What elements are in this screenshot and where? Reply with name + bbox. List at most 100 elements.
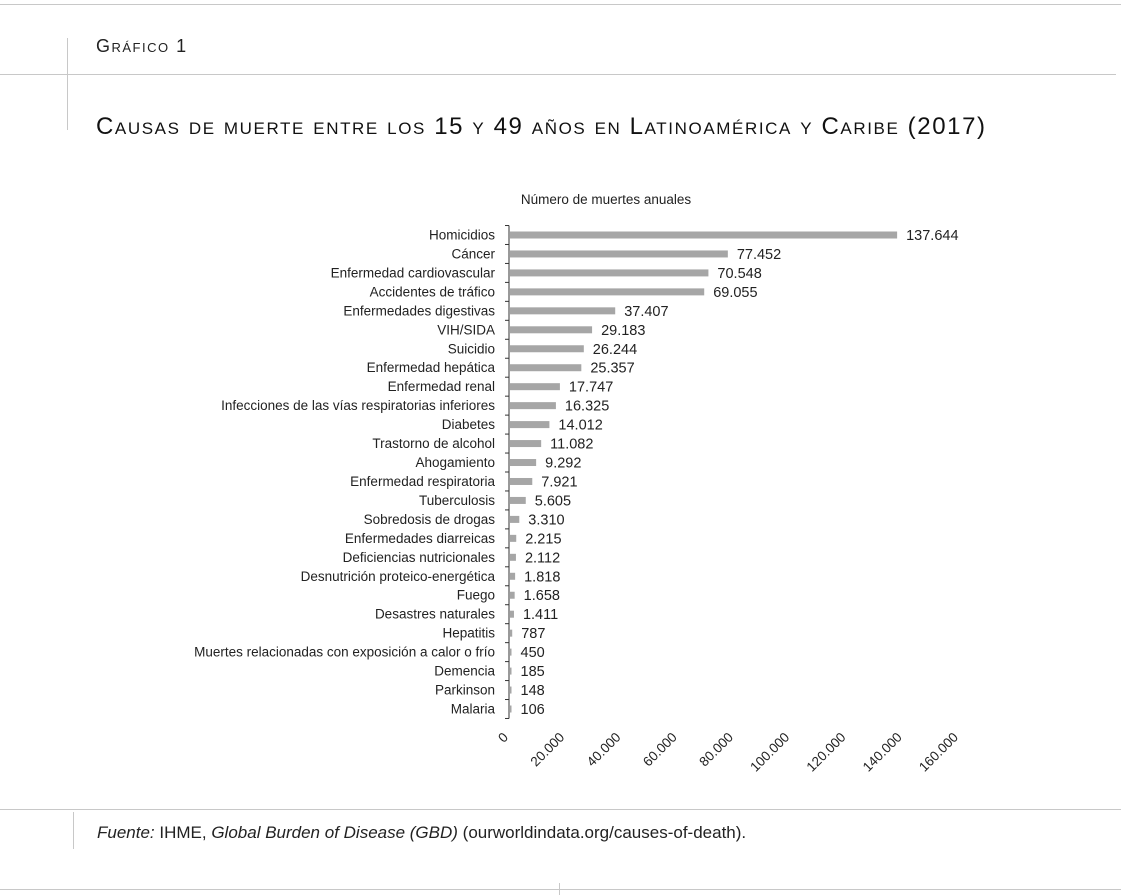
bar xyxy=(510,231,898,239)
value-label: 106 xyxy=(521,702,545,718)
bar xyxy=(510,326,593,334)
value-label: 7.921 xyxy=(541,474,577,490)
category-label: Enfermedad renal xyxy=(388,379,495,394)
bar xyxy=(510,705,512,713)
x-tick-label: 120.000 xyxy=(803,730,848,775)
value-label: 1.658 xyxy=(524,588,560,604)
category-label: Desnutrición proteico-energética xyxy=(301,569,496,584)
bar xyxy=(510,307,616,315)
value-label: 148 xyxy=(521,683,545,699)
bar xyxy=(510,515,520,523)
category-label: Enfermedad cardiovascular xyxy=(331,265,496,280)
category-label: Cáncer xyxy=(451,246,495,261)
value-label: 11.082 xyxy=(550,437,593,453)
value-label: 185 xyxy=(521,664,545,680)
bar xyxy=(510,534,517,542)
bar xyxy=(510,402,556,410)
value-label: 787 xyxy=(521,626,545,642)
bar xyxy=(510,629,513,637)
bar xyxy=(510,345,584,353)
category-label: Trastorno de alcohol xyxy=(372,436,495,451)
value-label: 1.818 xyxy=(524,569,560,585)
value-label: 3.310 xyxy=(528,512,564,528)
value-label: 77.452 xyxy=(737,247,781,263)
bar xyxy=(510,364,582,372)
source-org: IHME, xyxy=(154,823,212,842)
category-label: Sobredosis de drogas xyxy=(364,512,496,527)
x-tick-label: 140.000 xyxy=(860,730,905,775)
category-label: Enfermedad respiratoria xyxy=(350,474,495,489)
category-label: Muertes relacionadas con exposición a ca… xyxy=(194,645,495,660)
category-label: Homicidios xyxy=(429,228,495,243)
value-label: 69.055 xyxy=(713,285,757,301)
bottom-rule xyxy=(0,889,1121,890)
source-prefix: Fuente: xyxy=(97,823,155,842)
value-label: 17.747 xyxy=(569,380,613,396)
source-note: Fuente: IHME, Global Burden of Disease (… xyxy=(97,823,746,843)
bar xyxy=(510,383,560,391)
category-label: Diabetes xyxy=(442,417,496,432)
value-label: 29.183 xyxy=(601,323,645,339)
category-label: Malaria xyxy=(451,702,496,717)
bar xyxy=(510,553,516,561)
category-label: Parkinson xyxy=(435,683,495,698)
value-label: 16.325 xyxy=(565,399,609,415)
category-label: Infecciones de las vías respiratorias in… xyxy=(221,398,495,413)
bar xyxy=(510,591,515,599)
bar xyxy=(510,459,537,467)
category-label: Fuego xyxy=(457,588,495,603)
bar xyxy=(510,421,550,429)
source-dataset: Global Burden of Disease (GBD) xyxy=(211,823,458,842)
value-label: 450 xyxy=(521,645,545,661)
bar xyxy=(510,667,512,675)
bar xyxy=(510,496,526,504)
category-label: Enfermedades digestivas xyxy=(343,303,495,318)
x-tick-label: 0 xyxy=(495,730,511,746)
category-label: Desastres naturales xyxy=(375,607,495,622)
x-tick-label: 40.000 xyxy=(584,730,624,770)
category-label: Enfermedades diarreicas xyxy=(345,531,495,546)
category-label: Suicidio xyxy=(448,341,495,356)
category-label: Accidentes de tráfico xyxy=(370,284,495,299)
x-tick-label: 80.000 xyxy=(696,730,736,770)
value-label: 2.112 xyxy=(525,550,560,566)
value-label: 70.548 xyxy=(717,266,761,282)
value-label: 2.215 xyxy=(525,531,561,547)
bar xyxy=(510,440,542,448)
category-label: Hepatitis xyxy=(442,626,495,641)
chart-subtitle: Número de muertes anuales xyxy=(521,192,692,207)
value-label: 5.605 xyxy=(535,493,571,509)
bar xyxy=(510,477,533,485)
bar-chart: Número de muertes anuales Homicidios 137.6… xyxy=(194,192,961,775)
category-label: Ahogamiento xyxy=(415,455,495,470)
value-label: 9.292 xyxy=(545,456,581,472)
category-label: VIH/SIDA xyxy=(437,322,495,337)
header-rule xyxy=(0,74,1116,75)
chart-title: Causas de muerte entre los 15 y 49 años … xyxy=(96,113,987,140)
bar xyxy=(510,269,709,277)
value-label: 37.407 xyxy=(624,304,668,320)
source-suffix: (ourworldindata.org/causes-of-death). xyxy=(457,823,747,842)
bar xyxy=(510,686,512,694)
category-label: Tuberculosis xyxy=(419,493,495,508)
x-tick-label: 160.000 xyxy=(916,730,961,775)
value-label: 26.244 xyxy=(593,342,637,358)
value-label: 14.012 xyxy=(558,418,602,434)
category-label: Demencia xyxy=(434,664,495,679)
bar xyxy=(510,572,516,580)
figure-label: Gráfico 1 xyxy=(96,36,188,56)
bottom-vertical-rule xyxy=(559,883,560,895)
value-label: 137.644 xyxy=(906,228,958,244)
bar xyxy=(510,250,728,258)
category-label: Deficiencias nutricionales xyxy=(343,550,496,565)
footer-vertical-rule xyxy=(73,812,74,849)
header-vertical-rule xyxy=(67,38,68,130)
bar xyxy=(510,648,512,656)
bar xyxy=(510,288,705,296)
x-tick-label: 20.000 xyxy=(528,730,568,770)
x-tick-label: 100.000 xyxy=(747,730,792,775)
value-label: 25.357 xyxy=(590,361,634,377)
footer-rule xyxy=(0,809,1121,810)
bar xyxy=(510,610,514,618)
value-label: 1.411 xyxy=(523,607,558,623)
